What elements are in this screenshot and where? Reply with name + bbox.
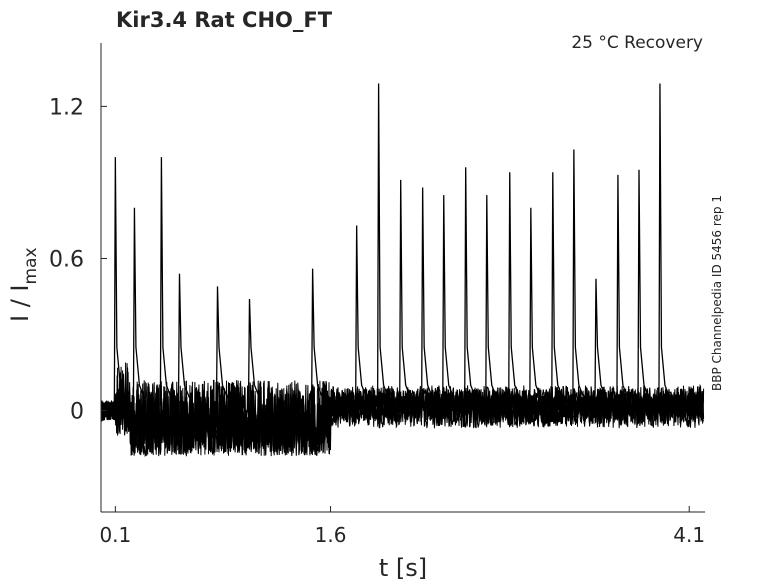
- chart-title: Kir3.4 Rat CHO_FT: [116, 8, 333, 32]
- y-axis-label-sub: max: [21, 247, 41, 284]
- spike: [508, 172, 521, 406]
- spike: [616, 174, 629, 406]
- spike: [113, 157, 126, 406]
- spike: [132, 207, 146, 406]
- spike: [442, 195, 455, 406]
- x-tick-label: 1.6: [315, 523, 347, 547]
- spike: [529, 207, 542, 406]
- spike: [247, 299, 261, 406]
- spike: [310, 268, 324, 406]
- spike: [177, 273, 191, 406]
- spike: [464, 167, 477, 406]
- y-axis-label-main: I / I: [6, 285, 34, 323]
- spike: [572, 149, 585, 406]
- spike: [399, 179, 412, 406]
- condition-annotation: 25 °C Recovery: [571, 33, 703, 53]
- spike: [355, 225, 368, 406]
- spike: [551, 172, 564, 406]
- y-axis-label: I / Imax: [6, 247, 41, 322]
- x-axis-label: t [s]: [379, 554, 427, 582]
- side-label: BBP Channelpedia ID 5456 rep 1: [710, 195, 724, 391]
- plot-area: [100, 83, 705, 458]
- y-tick-label: 1.2: [49, 95, 84, 120]
- y-tick-label: 0.6: [49, 247, 84, 272]
- spike: [637, 169, 650, 406]
- y-tick-label: 0: [70, 400, 84, 425]
- spike: [376, 83, 390, 406]
- spike: [215, 286, 229, 406]
- x-tick-label: 0.1: [99, 523, 131, 547]
- spike: [658, 83, 671, 406]
- spike: [594, 278, 607, 406]
- spike: [421, 187, 434, 406]
- x-tick-label: 4.1: [673, 523, 705, 547]
- current-trace: [100, 362, 705, 457]
- spike: [159, 157, 173, 406]
- spike: [485, 195, 498, 406]
